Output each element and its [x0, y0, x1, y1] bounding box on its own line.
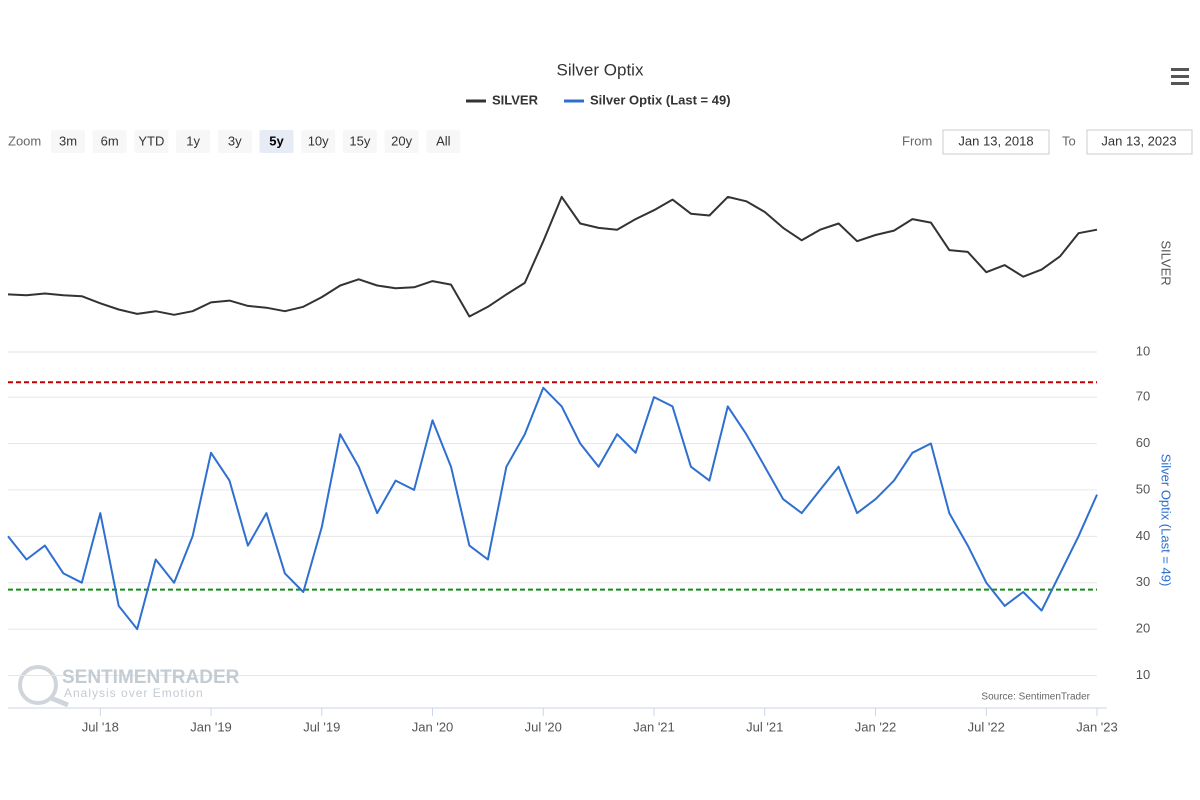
y2-tick-label: 30	[1136, 574, 1150, 589]
menu-bar	[1171, 68, 1189, 71]
series-line	[7, 386, 1098, 631]
zoom-button-label: All	[436, 133, 451, 148]
zoom-button-label: 3y	[228, 133, 242, 148]
y2-tick-label: 70	[1136, 389, 1150, 404]
zoom-button[interactable]	[301, 130, 336, 153]
logo-handle	[50, 695, 69, 708]
logo-ring	[18, 665, 58, 705]
x-tick-label: Jul '21	[746, 719, 783, 734]
zoom-button[interactable]	[92, 130, 127, 153]
x-tick-label: Jan '19	[190, 719, 232, 734]
x-tick-label: Jul '22	[968, 719, 1005, 734]
to-input[interactable]	[1086, 129, 1193, 155]
y2-tick-label: 50	[1136, 481, 1150, 496]
watermark: SENTIMENTRADER	[62, 667, 240, 688]
chart-title: Silver Optix	[557, 60, 644, 79]
menu-bar	[1171, 82, 1189, 85]
from-date: Jan 13, 2018	[958, 133, 1033, 148]
watermark-tagline: Analysis over Emotion	[64, 686, 204, 700]
x-tick-label: Jan '21	[633, 719, 675, 734]
y2-tick-label: 60	[1136, 435, 1150, 450]
zoom-button-label: 20y	[391, 133, 412, 148]
zoom-button-label: 6m	[101, 133, 119, 148]
zoom-button-label: 3m	[59, 133, 77, 148]
legend-label: SILVER	[492, 92, 539, 107]
y-axis-title: SILVER	[1159, 240, 1174, 285]
y2-tick-label: 20	[1136, 621, 1150, 636]
x-tick-label: Jul '18	[82, 719, 119, 734]
zoom-button-label: 10y	[308, 133, 329, 148]
zoom-button-label: 15y	[349, 133, 370, 148]
x-tick-label: Jan '20	[412, 719, 454, 734]
from-input[interactable]	[942, 129, 1050, 155]
series-line	[7, 195, 1098, 318]
zoom-label: Zoom	[8, 133, 41, 148]
zoom-button[interactable]	[259, 130, 294, 153]
y2-tick-label: 10	[1136, 667, 1150, 682]
watermark-logo	[18, 665, 69, 708]
zoom-button[interactable]	[217, 130, 252, 153]
from-label: From	[902, 133, 932, 148]
x-tick-label: Jan '23	[1076, 719, 1118, 734]
y2-axis-title: Silver Optix (Last = 49)	[1159, 454, 1174, 587]
y-tick-label: 10	[1136, 343, 1150, 358]
legend-label: Silver Optix (Last = 49)	[590, 92, 731, 107]
zoom-button-label: 5y	[269, 133, 284, 148]
zoom-button-label: YTD	[138, 133, 164, 148]
menu-button[interactable]	[1171, 68, 1189, 85]
zoom-button[interactable]	[51, 130, 85, 153]
y2-tick-label: 40	[1136, 528, 1150, 543]
x-tick-label: Jan '22	[855, 719, 897, 734]
zoom-button-label: 1y	[186, 133, 200, 148]
zoom-button[interactable]	[176, 130, 211, 153]
source-note: Source: SentimenTrader	[981, 692, 1090, 703]
to-label: To	[1062, 133, 1076, 148]
zoom-button[interactable]	[342, 130, 377, 153]
menu-bar	[1171, 75, 1189, 78]
to-date: Jan 13, 2023	[1101, 133, 1176, 148]
zoom-button[interactable]	[384, 130, 419, 153]
zoom-button[interactable]	[426, 130, 461, 153]
x-tick-label: Jul '20	[525, 719, 562, 734]
x-tick-label: Jul '19	[303, 719, 340, 734]
zoom-button[interactable]	[134, 130, 169, 153]
